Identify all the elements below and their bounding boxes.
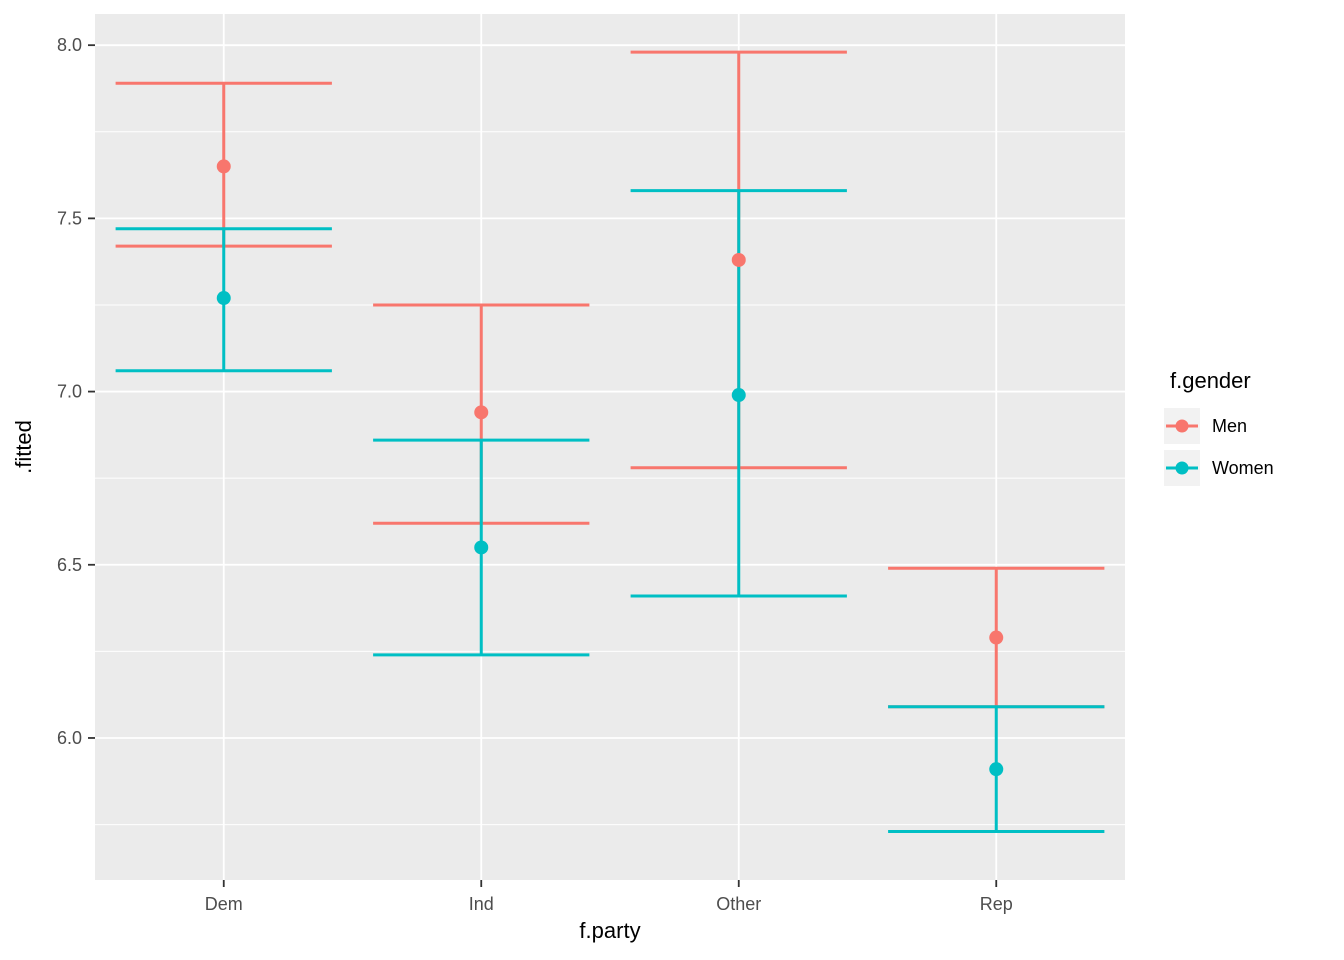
legend-label-women: Women [1212,457,1274,478]
point-men-dem [216,159,231,174]
x-tick-label: Rep [980,894,1013,914]
y-tick-label: 7.0 [57,382,82,402]
legend-title: f.gender [1170,368,1251,393]
point-women-other [731,388,746,403]
y-tick-label: 6.0 [57,728,82,748]
y-axis-title: .fitted [11,420,36,474]
legend-label-men: Men [1212,415,1248,436]
legend-glyph-women [1166,461,1198,475]
point-men-rep [989,630,1004,645]
legend-item-women: Women [1164,450,1274,486]
plot-panel [95,14,1125,880]
point-women-dem [216,291,231,306]
point-men-other [731,252,746,267]
x-axis-title: f.party [579,918,641,943]
x-tick-label: Dem [205,894,243,914]
legend: f.gender Men Women [1164,368,1274,492]
legend-key-men [1164,408,1200,444]
legend-key-women [1164,450,1200,486]
x-tick-label: Ind [469,894,494,914]
legend-item-men: Men [1164,408,1274,444]
y-tick-label: 7.5 [57,208,82,228]
y-tick-label: 8.0 [57,35,82,55]
legend-glyph-men [1166,419,1198,433]
point-women-rep [989,762,1004,777]
x-tick-label: Other [716,894,761,914]
point-men-ind [474,405,489,420]
point-women-ind [474,540,489,555]
y-tick-label: 6.5 [57,555,82,575]
